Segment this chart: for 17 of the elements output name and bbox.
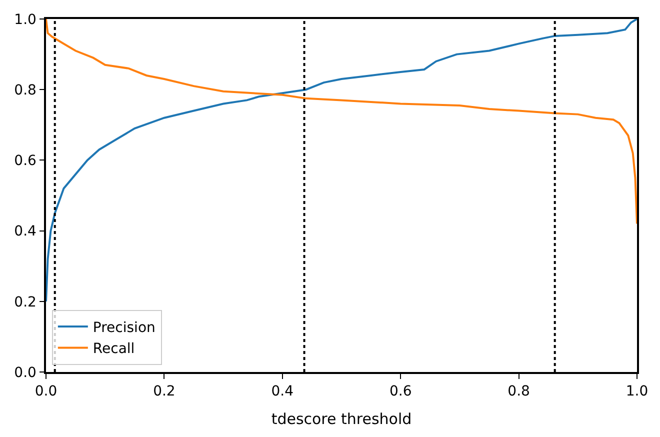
legend-label: Precision xyxy=(92,320,156,336)
y-tick-label: 0.0 xyxy=(14,364,36,381)
y-tick-label: 0.4 xyxy=(14,224,37,240)
x-tick-label: 0.4 xyxy=(271,384,294,400)
x-tick-label: 0.8 xyxy=(508,384,530,400)
legend-label: Recall xyxy=(92,341,135,358)
line-series xyxy=(46,19,637,225)
y-tick-label: 0.8 xyxy=(14,82,36,98)
y-tick-label: 1.0 xyxy=(14,12,36,28)
x-tick-label: 0.0 xyxy=(34,384,58,400)
x-axis-title: tdescore threshold xyxy=(271,410,412,428)
x-tick-label: 1.0 xyxy=(626,384,648,400)
line-series xyxy=(46,19,637,302)
y-tick-label: 0.2 xyxy=(14,294,36,310)
x-tick-label: 0.2 xyxy=(153,384,176,400)
x-tick-label: 0.6 xyxy=(389,384,412,400)
y-tick-label: 0.6 xyxy=(14,153,37,170)
